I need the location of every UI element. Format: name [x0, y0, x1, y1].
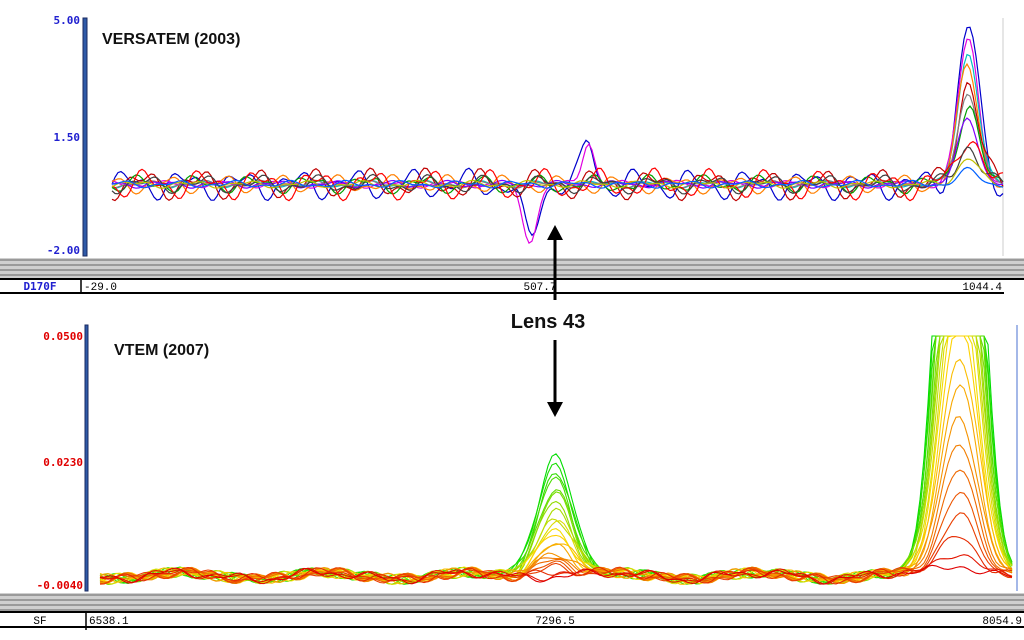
- lens-annotation: Lens 43: [511, 225, 585, 417]
- top-series-group: [111, 26, 1004, 244]
- bottom-series-line: [99, 416, 1013, 585]
- bottom-ytick-label: 0.0500: [43, 330, 83, 343]
- top-series-line: [111, 93, 1004, 189]
- top-chart-title: VERSATEM (2003): [102, 31, 240, 48]
- top-panel: 5.00 1.50 -2.00 VERSATEM (2003) D170F -2…: [0, 14, 1024, 294]
- down-arrow-head-icon: [547, 402, 563, 417]
- top-series-line: [111, 53, 1004, 189]
- annotation-label: Lens 43: [511, 311, 585, 333]
- top-ytick-label: 5.00: [54, 14, 81, 27]
- bottom-channel-label: SF: [33, 616, 46, 628]
- bottom-series-line: [99, 469, 1013, 585]
- bottom-series-line: [99, 536, 1013, 585]
- top-xtick-label: 1044.4: [962, 282, 1002, 294]
- top-xtick-label: -29.0: [84, 282, 117, 294]
- bottom-series-line: [99, 564, 1013, 585]
- up-arrow-head-icon: [547, 225, 563, 240]
- top-series-line: [111, 26, 1004, 237]
- top-series-line: [111, 38, 1004, 244]
- bottom-panel: 0.0500 0.0230 -0.0040 VTEM (2007) SF 653…: [0, 324, 1024, 630]
- top-xtick-label: 507.7: [523, 282, 556, 294]
- bottom-series-line: [99, 444, 1013, 584]
- bottom-series-line: [99, 554, 1013, 585]
- top-ytick-label: 1.50: [54, 131, 81, 144]
- bottom-xtick-label: 7296.5: [535, 616, 575, 628]
- top-series-line: [111, 62, 1004, 195]
- bottom-xtick-label: 8054.9: [982, 616, 1022, 628]
- top-series-line: [111, 146, 1004, 195]
- bottom-y-axis-bar: [84, 324, 89, 592]
- top-series-line: [111, 166, 1004, 189]
- top-y-axis-bar: [82, 17, 88, 257]
- top-series-line: [111, 158, 1004, 189]
- bottom-series-group: [99, 335, 1013, 585]
- top-striped-band: [0, 258, 1024, 278]
- bottom-ytick-label: -0.0040: [37, 579, 83, 592]
- bottom-xtick-label: 6538.1: [89, 616, 129, 628]
- bottom-ytick-label: 0.0230: [43, 456, 83, 469]
- bottom-striped-band: [0, 593, 1024, 612]
- top-ytick-label: -2.00: [47, 244, 80, 257]
- top-series-line: [111, 140, 1004, 202]
- top-channel-label: D170F: [23, 280, 56, 293]
- bottom-chart-title: VTEM (2007): [114, 342, 209, 359]
